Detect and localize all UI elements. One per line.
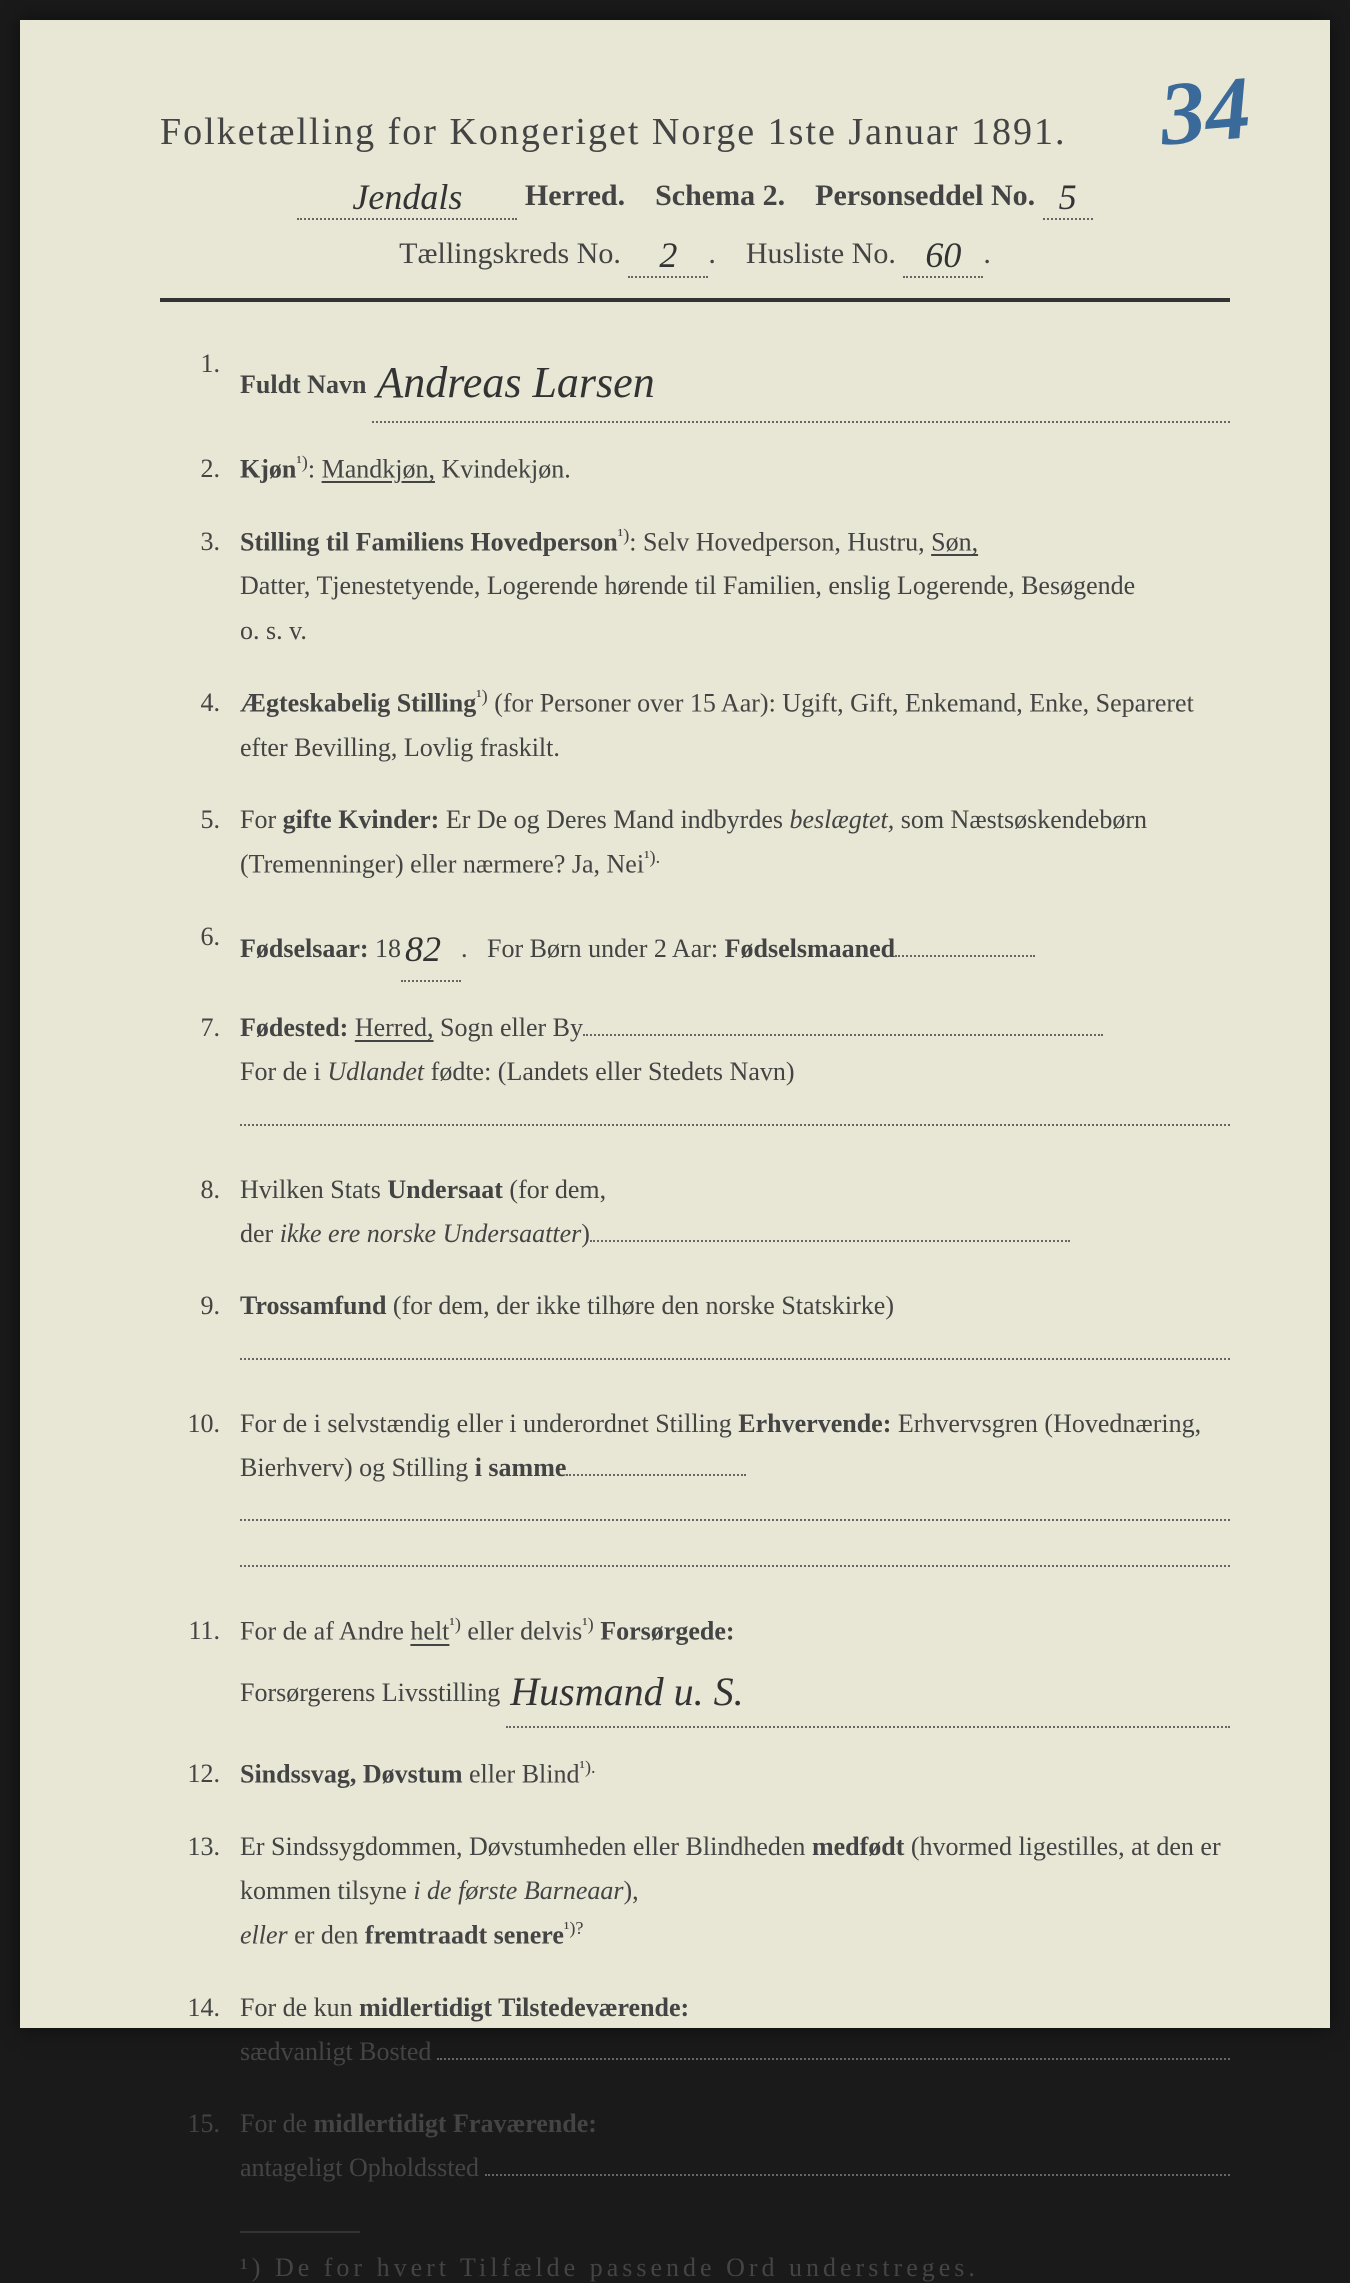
page-number-annotation: 34: [1156, 56, 1255, 166]
item-8-label: Undersaat: [387, 1175, 503, 1204]
item-4-label: Ægteskabelig Stilling: [240, 689, 476, 718]
item-11: 11. For de af Andre helt¹) eller delvis¹…: [180, 1609, 1230, 1724]
item-14: 14. For de kun midlertidigt Tilstedevære…: [180, 1986, 1230, 2074]
husliste-label: Husliste No.: [746, 237, 896, 270]
personseddel-label: Personseddel No.: [815, 179, 1035, 212]
item-3-label: Stilling til Familiens Hovedperson: [240, 527, 618, 556]
item-11-value: Husmand u. S.: [506, 1658, 1230, 1728]
husliste-value: 60: [903, 234, 983, 278]
item-11-label: Forsørgede:: [594, 1617, 735, 1646]
item-2-opt1: Mandkjøn,: [322, 454, 435, 483]
form-items: 1. Fuldt Navn Andreas Larsen 2. Kjøn¹): …: [160, 342, 1230, 2191]
item-1-value: Andreas Larsen: [372, 346, 1230, 423]
item-5-label: gifte Kvinder:: [283, 805, 440, 834]
item-14-label: midlertidigt Tilstedeværende:: [359, 1993, 689, 2022]
item-2: 2. Kjøn¹): Mandkjøn, Kvindekjøn.: [180, 447, 1230, 492]
footnote-rule: [240, 2231, 360, 2233]
personseddel-value: 5: [1043, 176, 1093, 220]
item-10: 10. For de i selvstændig eller i underor…: [180, 1402, 1230, 1581]
item-1: 1. Fuldt Navn Andreas Larsen: [180, 342, 1230, 419]
taellingskreds-value: 2: [628, 234, 708, 278]
item-15-label: midlertidigt Fraværende:: [314, 2109, 597, 2138]
item-9: 9. Trossamfund (for dem, der ikke tilhør…: [180, 1284, 1230, 1374]
item-12: 12. Sindssvag, Døvstum eller Blind¹).: [180, 1752, 1230, 1797]
taellingskreds-label: Tællingskreds No.: [399, 237, 621, 270]
item-6-year: 82: [401, 919, 461, 982]
item-3: 3. Stilling til Familiens Hovedperson¹):…: [180, 520, 1230, 653]
herred-label: Herred.: [525, 179, 625, 212]
herred-value: Jendals: [297, 176, 517, 220]
item-1-label: Fuldt Navn: [240, 363, 366, 407]
form-title: Folketælling for Kongeriget Norge 1ste J…: [160, 110, 1230, 154]
item-7-label: Fødested:: [240, 1013, 348, 1042]
item-6-label: Fødselsaar:: [240, 934, 369, 963]
item-15: 15. For de midlertidigt Fraværende: anta…: [180, 2102, 1230, 2190]
form-header: Folketælling for Kongeriget Norge 1ste J…: [160, 110, 1230, 274]
item-5: 5. For gifte Kvinder: Er De og Deres Man…: [180, 798, 1230, 887]
item-10-label: Erhvervende:: [738, 1409, 891, 1438]
item-4: 4. Ægteskabelig Stilling¹) (for Personer…: [180, 681, 1230, 770]
header-line-3: Tællingskreds No. 2. Husliste No. 60.: [160, 230, 1230, 274]
item-2-opt2: Kvindekjøn.: [441, 454, 570, 483]
item-12-label: Sindssvag, Døvstum: [240, 1759, 463, 1788]
item-9-label: Trossamfund: [240, 1291, 386, 1320]
schema-label: Schema 2.: [655, 179, 785, 212]
item-13: 13. Er Sindssygdommen, Døvstumheden elle…: [180, 1825, 1230, 1958]
item-7: 7. Fødested: Herred, Sogn eller By For d…: [180, 1006, 1230, 1140]
item-2-label: Kjøn: [240, 454, 296, 483]
item-6: 6. Fødselsaar: 1882. For Børn under 2 Aa…: [180, 915, 1230, 978]
item-8: 8. Hvilken Stats Undersaat (for dem, der…: [180, 1168, 1230, 1256]
header-divider: [160, 298, 1230, 302]
footnote: ¹) De for hvert Tilfælde passende Ord un…: [160, 2253, 1230, 2283]
header-line-2: Jendals Herred. Schema 2. Personseddel N…: [160, 172, 1230, 216]
census-form-page: 34 Folketælling for Kongeriget Norge 1st…: [20, 20, 1330, 2028]
